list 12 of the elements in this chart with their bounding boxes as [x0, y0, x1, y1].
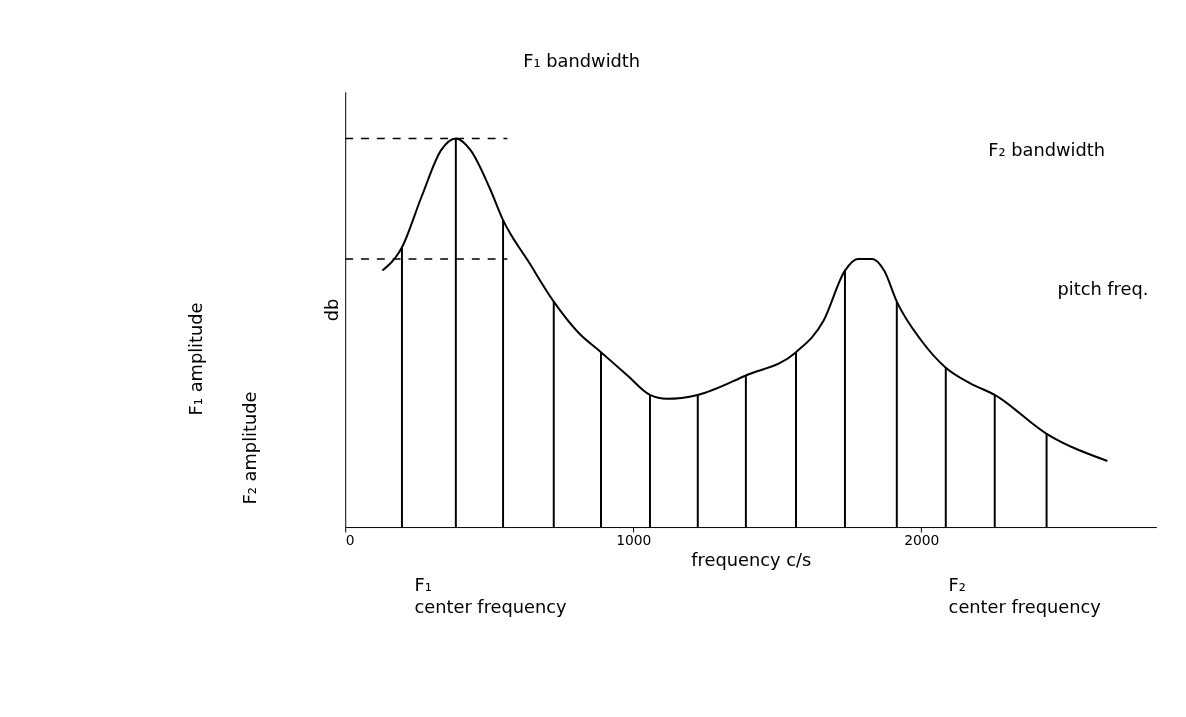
text: F₂ amplitude	[239, 391, 261, 505]
x-tick-label: 1000	[616, 532, 652, 549]
annotation: F₂ bandwidth	[988, 139, 1106, 161]
x-axis-title: frequency c/s	[691, 549, 812, 571]
x-tick-label: 2000	[904, 532, 940, 549]
text: F₁ bandwidth	[523, 50, 641, 72]
annotation: pitch freq.	[1057, 277, 1149, 299]
text: F₁ amplitude	[184, 302, 206, 416]
y-axis-title: db	[320, 298, 342, 322]
text: F₁ center frequency	[414, 574, 567, 618]
text: F₂ center frequency	[948, 574, 1101, 618]
x-tick-label: 0	[345, 532, 355, 549]
